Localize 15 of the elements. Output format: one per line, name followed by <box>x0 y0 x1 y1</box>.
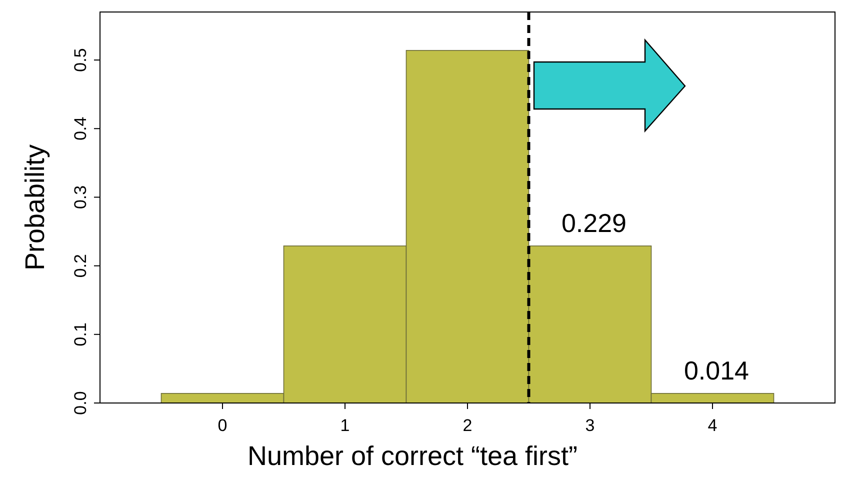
x-tick-label: 3 <box>585 416 595 435</box>
y-axis-title: Probability <box>20 144 50 271</box>
x-axis-title: Number of correct “tea first” <box>247 441 578 471</box>
data-label: 0.014 <box>684 355 750 386</box>
y-tick-label: 0.1 <box>71 322 90 346</box>
x-tick-label: 0 <box>218 416 228 435</box>
y-tick-label: 0.2 <box>71 254 90 278</box>
y-tick-label: 0.3 <box>71 185 90 210</box>
y-tick-label: 0.0 <box>71 391 90 415</box>
y-tick-label: 0.5 <box>71 48 90 72</box>
x-tick-label: 4 <box>708 416 718 435</box>
x-tick-label: 1 <box>340 416 350 435</box>
data-label: 0.229 <box>561 208 627 238</box>
y-tick-label: 0.4 <box>71 116 90 140</box>
x-tick-label: 2 <box>462 416 472 435</box>
